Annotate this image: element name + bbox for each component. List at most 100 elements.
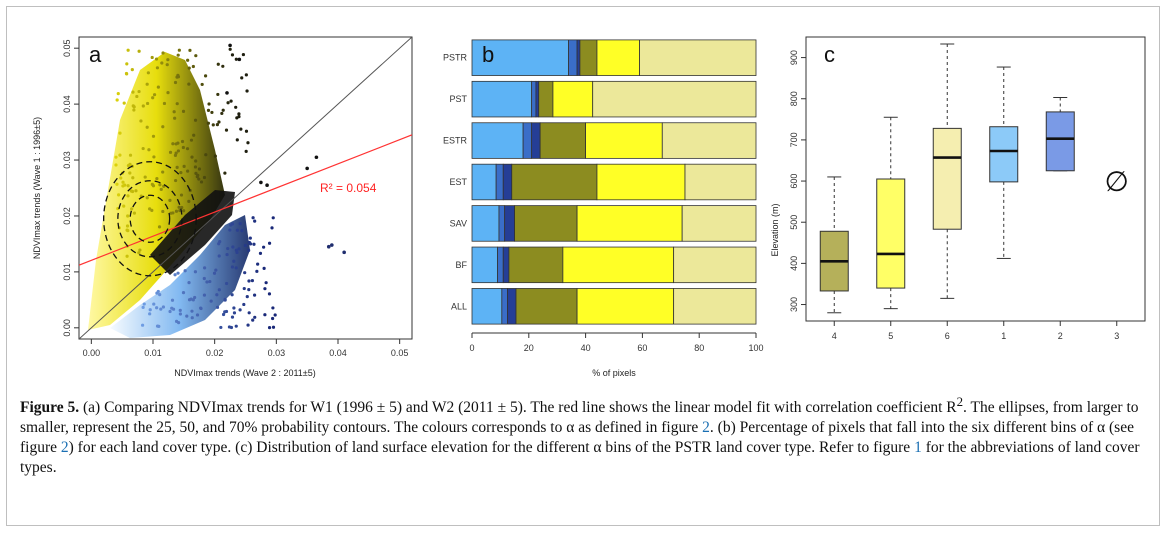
scatter-point — [197, 177, 201, 181]
scatter-point — [187, 66, 191, 70]
scatter-point — [166, 91, 170, 95]
scatter-point — [189, 297, 193, 301]
bar-segment — [576, 39, 581, 76]
scatter-point — [143, 175, 147, 179]
scatter-point — [262, 245, 266, 249]
scatter-point — [177, 321, 181, 325]
scatter-point — [141, 104, 145, 108]
scatter-point — [242, 302, 246, 307]
scatter-point — [234, 266, 238, 270]
caption-part1: (a) Comparing NDVImax trends for W1 (199… — [79, 399, 957, 417]
scatter-point — [125, 224, 130, 228]
scatter-point — [173, 273, 177, 277]
x-tick-label: 80 — [694, 343, 704, 353]
scatter-point — [186, 58, 190, 62]
scatter-point — [242, 286, 246, 291]
scatter-point — [194, 54, 198, 58]
scatter-point — [122, 101, 126, 105]
bar-category-label: PSTR — [443, 53, 468, 63]
bar-segment — [568, 39, 578, 76]
x-tick-label: 100 — [748, 343, 763, 353]
bar-segment — [596, 163, 686, 201]
scatter-point — [158, 292, 162, 297]
scatter-point — [228, 47, 232, 51]
scatter-point — [225, 281, 229, 286]
scatter-point — [219, 325, 223, 330]
bar-category-label: BF — [455, 260, 467, 270]
caption-ref-figure-2a[interactable]: 2 — [702, 419, 710, 437]
scatter-point — [243, 243, 248, 248]
scatter-point — [150, 55, 154, 60]
scatter-point — [263, 287, 267, 291]
scatter-point — [125, 228, 129, 232]
scatter-point — [200, 82, 204, 87]
scatter-point — [197, 167, 202, 171]
x-tick-label: 20 — [524, 343, 534, 353]
scatter-point — [232, 259, 236, 263]
scatter-point — [246, 323, 250, 327]
scatter-point — [194, 159, 198, 163]
bar-segment — [504, 205, 516, 242]
bar-segment — [502, 163, 513, 201]
caption-part4: ) for each land cover type. (c) Distribu… — [68, 439, 915, 457]
scatter-point — [195, 175, 199, 179]
scatter-point — [240, 229, 244, 233]
scatter-point — [161, 305, 166, 309]
scatter-point — [270, 316, 275, 321]
scatter-point — [234, 105, 238, 109]
scatter-points — [114, 43, 346, 330]
contour-2 — [117, 180, 183, 258]
scatter-point — [118, 131, 122, 135]
bar-segment — [522, 122, 533, 159]
bar-segment — [507, 288, 517, 325]
scatter-point — [213, 154, 217, 158]
scatter-point — [216, 62, 220, 66]
scatter-point — [170, 298, 175, 302]
panel-c-boxes — [819, 43, 1075, 314]
bar-segment — [515, 288, 578, 325]
scatter-point — [172, 110, 176, 114]
bar-category-label: EST — [449, 177, 467, 187]
scatter-point — [188, 48, 192, 52]
caption-ref-figure-2b[interactable]: 2 — [60, 439, 69, 457]
scatter-point — [185, 314, 189, 318]
scatter-point — [125, 254, 129, 258]
scatter-point — [234, 324, 238, 328]
panel-b-bars: PSTR PST ESTR EST SAV BF ALL — [443, 39, 757, 325]
scatter-point — [211, 123, 215, 127]
scatter-point — [221, 312, 226, 317]
scatter-point — [238, 222, 242, 226]
scatter-point — [206, 121, 210, 125]
scatter-point — [229, 325, 234, 330]
x-tick-label: 5 — [888, 331, 893, 341]
scatter-point — [251, 318, 255, 322]
scatter-point — [189, 138, 194, 142]
scatter-point — [226, 246, 230, 251]
scatter-point — [177, 48, 181, 52]
panel-c-axes: 4 5 6 1 2 3 300 400 500 600 700 800 900 — [789, 50, 1119, 341]
scatter-point — [271, 306, 275, 310]
scatter-point — [168, 309, 172, 314]
caption-ref-figure-1[interactable]: 1 — [914, 439, 922, 457]
scatter-point — [121, 180, 125, 184]
figure-panels: 0.00 0.01 0.02 0.03 0.04 0.05 0.00 0.01 0.02 0.03… — [32, 36, 1146, 378]
y-tick-label: 0.03 — [62, 151, 72, 169]
scatter-outlier — [225, 91, 229, 95]
scatter-point — [173, 153, 178, 157]
scatter-point — [161, 209, 165, 214]
scatter-point — [264, 281, 268, 285]
scatter-outlier — [326, 244, 331, 249]
scatter-point — [199, 180, 204, 184]
scatter-point — [114, 155, 118, 159]
bar-category-label: ALL — [451, 301, 467, 311]
scatter-point — [176, 149, 181, 153]
scatter-point — [171, 142, 175, 146]
scatter-point — [205, 280, 209, 284]
bar-category-label: ESTR — [443, 136, 468, 146]
scatter-point — [220, 111, 224, 116]
scatter-point — [232, 311, 237, 315]
scatter-point — [216, 92, 220, 97]
scatter-point — [212, 271, 217, 275]
scatter-point — [223, 310, 227, 314]
scatter-point — [271, 216, 275, 220]
